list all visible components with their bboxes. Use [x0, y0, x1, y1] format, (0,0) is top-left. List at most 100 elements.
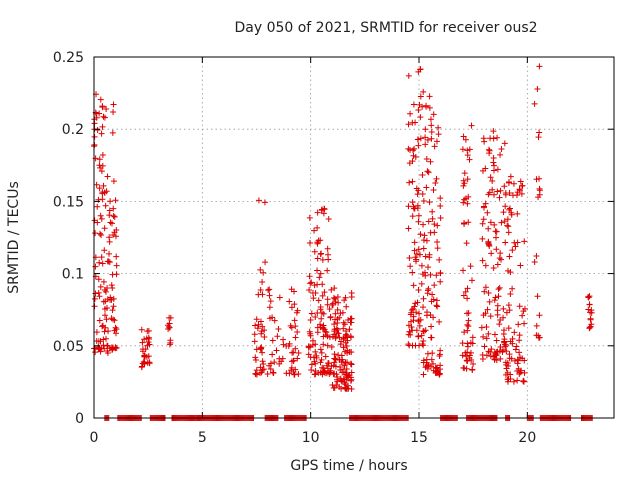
data-point	[321, 289, 328, 296]
data-point	[413, 250, 420, 257]
data-point	[104, 342, 111, 349]
data-point	[334, 306, 341, 313]
data-point	[409, 119, 416, 126]
data-point	[103, 304, 110, 311]
data-point	[342, 359, 349, 366]
data-point	[501, 140, 508, 147]
data-point	[348, 369, 355, 376]
data-point	[95, 344, 102, 351]
data-point	[509, 285, 516, 292]
data-point	[330, 362, 337, 369]
data-point	[322, 332, 329, 339]
data-point	[267, 298, 274, 305]
data-point	[465, 317, 472, 324]
data-point	[112, 233, 119, 240]
data-point	[463, 240, 470, 247]
data-point	[419, 191, 426, 198]
data-point	[405, 121, 412, 128]
data-point	[517, 178, 524, 185]
data-point	[146, 341, 153, 348]
data-point	[416, 322, 423, 329]
data-point	[436, 351, 443, 358]
data-point	[433, 175, 440, 182]
grid	[94, 57, 614, 418]
data-point	[406, 342, 413, 349]
data-point	[306, 273, 313, 280]
plot-frame	[93, 56, 615, 419]
data-point	[531, 100, 538, 107]
data-point	[311, 248, 318, 255]
data-point	[314, 281, 321, 288]
data-point	[435, 131, 442, 138]
data-point	[420, 237, 427, 244]
data-point	[491, 331, 498, 338]
data-point	[345, 372, 352, 379]
data-point	[480, 216, 487, 223]
data-point	[331, 326, 338, 333]
data-point	[101, 247, 108, 254]
data-point	[503, 342, 510, 349]
data-point	[504, 378, 511, 385]
data-point	[487, 219, 494, 226]
data-point	[512, 243, 519, 250]
data-point	[479, 235, 486, 242]
data-point	[341, 297, 348, 304]
data-point	[464, 340, 471, 347]
data-point	[91, 303, 98, 310]
data-point	[485, 289, 492, 296]
data-point	[415, 106, 422, 113]
data-point	[333, 382, 340, 389]
data-point	[315, 297, 322, 304]
data-point	[427, 158, 434, 165]
data-point	[98, 232, 105, 239]
data-point	[462, 288, 469, 295]
data-point	[436, 371, 443, 378]
data-point	[105, 328, 112, 335]
data-point	[259, 278, 266, 285]
data-point	[510, 180, 517, 187]
data-point	[422, 364, 429, 371]
data-point	[109, 307, 116, 314]
data-point	[96, 156, 103, 163]
data-point	[96, 110, 103, 117]
data-point	[106, 212, 113, 219]
data-point	[423, 237, 430, 244]
data-point	[479, 220, 486, 227]
data-point	[465, 193, 472, 200]
data-point	[493, 351, 500, 358]
data-point	[113, 227, 120, 234]
data-point	[405, 341, 412, 348]
data-point	[431, 282, 438, 289]
data-point	[464, 343, 471, 350]
data-point	[338, 385, 345, 392]
data-point	[415, 212, 422, 219]
data-point	[267, 366, 274, 373]
data-point	[317, 306, 324, 313]
data-point	[347, 333, 354, 340]
data-point	[101, 225, 108, 232]
data-point	[94, 219, 101, 226]
data-point	[536, 191, 543, 198]
data-point	[252, 356, 259, 363]
data-point	[468, 277, 475, 284]
data-point	[343, 343, 350, 350]
data-point	[96, 230, 103, 237]
data-point	[509, 247, 516, 254]
data-point	[319, 256, 326, 263]
data-point	[586, 324, 593, 331]
data-point	[275, 326, 282, 333]
data-point	[347, 377, 354, 384]
data-point	[110, 231, 117, 238]
data-point	[514, 360, 521, 367]
data-point	[497, 151, 504, 158]
data-point	[269, 337, 276, 344]
data-point	[428, 135, 435, 142]
data-point	[96, 259, 103, 266]
data-point	[500, 305, 507, 312]
data-point	[586, 293, 593, 300]
data-point	[436, 370, 443, 377]
data-point	[586, 301, 593, 308]
data-point	[309, 337, 316, 344]
data-point	[500, 327, 507, 334]
